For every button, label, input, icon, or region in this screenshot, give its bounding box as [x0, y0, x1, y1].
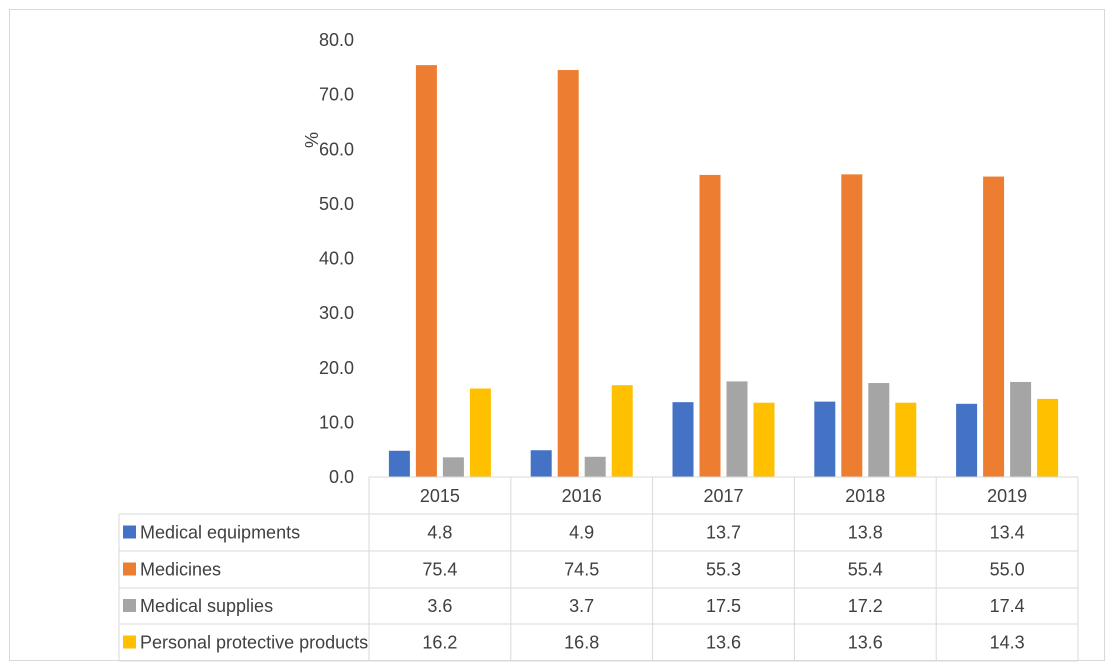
- bar: [611, 385, 633, 477]
- y-tick-label: 40.0: [319, 249, 354, 269]
- y-tick-label: 70.0: [319, 85, 354, 105]
- table-cell-value: 16.2: [422, 633, 457, 653]
- series-label: Medical supplies: [140, 596, 273, 616]
- bar: [557, 70, 579, 477]
- table-cell-value: 13.7: [706, 523, 741, 543]
- y-tick-label: 0.0: [329, 467, 354, 487]
- legend-swatch: [123, 562, 136, 576]
- category-label: 2019: [987, 486, 1027, 506]
- bar: [1010, 381, 1032, 477]
- bar: [415, 65, 437, 477]
- series-label: Medical equipments: [140, 523, 300, 543]
- bar: [1037, 398, 1059, 477]
- bar: [956, 403, 978, 477]
- table-cell-value: 4.9: [569, 523, 594, 543]
- table-cell-value: 3.7: [569, 596, 594, 616]
- category-label: 2017: [703, 486, 743, 506]
- table-cell-value: 14.3: [990, 633, 1025, 653]
- y-tick-label: 30.0: [319, 303, 354, 323]
- table-cell-value: 17.4: [990, 596, 1025, 616]
- table-cell-value: 4.8: [427, 523, 452, 543]
- bar: [469, 388, 491, 477]
- table-cell-value: 55.0: [990, 560, 1025, 580]
- table-cell-value: 55.3: [706, 560, 741, 580]
- category-label: 2015: [420, 486, 460, 506]
- bar: [584, 456, 606, 477]
- table-cell-value: 75.4: [422, 560, 457, 580]
- bar: [983, 176, 1005, 477]
- bar: [753, 402, 775, 477]
- bar: [841, 174, 863, 477]
- bar: [814, 401, 836, 477]
- bar: [442, 457, 464, 477]
- legend-swatch: [123, 599, 136, 612]
- series-label: Medicines: [140, 560, 221, 580]
- bar: [388, 450, 410, 477]
- bar: [895, 402, 917, 477]
- table-cell-value: 55.4: [848, 560, 883, 580]
- bar: [726, 381, 748, 477]
- table-cell-value: 13.6: [706, 633, 741, 653]
- y-tick-label: 60.0: [319, 139, 354, 159]
- legend-swatch: [123, 635, 136, 649]
- table-cell-value: 13.6: [848, 633, 883, 653]
- table-cell-value: 17.5: [706, 596, 741, 616]
- category-label: 2018: [845, 486, 885, 506]
- bar: [868, 383, 890, 477]
- y-tick-label: 20.0: [319, 358, 354, 378]
- y-tick-label: 50.0: [319, 194, 354, 214]
- table-cell-value: 16.8: [564, 633, 599, 653]
- y-tick-label: 80.0: [319, 30, 354, 50]
- table-cell-value: 74.5: [564, 560, 599, 580]
- y-tick-label: 10.0: [319, 412, 354, 432]
- table-cell-value: 13.8: [848, 523, 883, 543]
- bar: [672, 402, 694, 477]
- y-axis-title: %: [302, 132, 322, 148]
- table-cell-value: 17.2: [848, 596, 883, 616]
- table-cell-value: 13.4: [990, 523, 1025, 543]
- series-label: Personal protective products: [140, 633, 368, 653]
- category-label: 2016: [562, 486, 602, 506]
- legend-swatch: [123, 525, 136, 539]
- bar: [530, 450, 552, 477]
- table-cell-value: 3.6: [427, 596, 452, 616]
- bar: [699, 174, 721, 477]
